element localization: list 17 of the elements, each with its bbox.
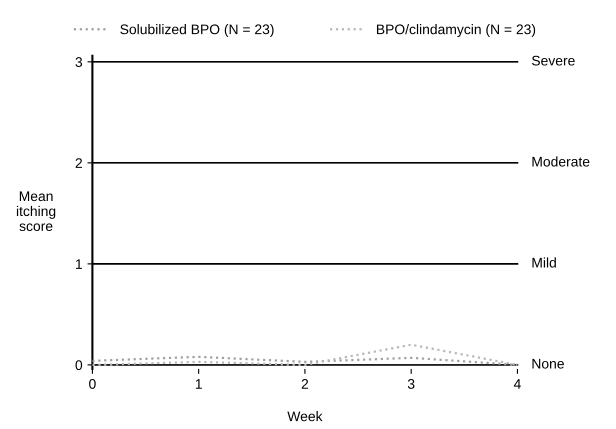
ref-line-label: Mild — [532, 257, 556, 268]
x-tick-label: 4 — [514, 379, 521, 389]
x-axis-title: Week — [287, 411, 323, 422]
ref-line-label: None — [532, 358, 564, 369]
x-tick-label: 3 — [408, 379, 414, 389]
y-tick-label: 3 — [75, 57, 82, 67]
y-tick-label: 0 — [75, 360, 82, 370]
x-tick-label: 1 — [196, 379, 202, 389]
legend-label: BPO/clindamycin (N = 23) — [376, 24, 536, 38]
legend-label: Solubilized BPO (N = 23) — [120, 24, 274, 37]
x-tick-label: 2 — [302, 379, 308, 389]
ref-line-label: Moderate — [532, 156, 590, 167]
ref-line-label: Severe — [532, 56, 575, 66]
y-tick-label: 2 — [76, 158, 82, 168]
y-axis-title: Mean itching score — [16, 191, 56, 232]
x-tick-label: 0 — [89, 379, 96, 389]
y-tick-label: 1 — [76, 259, 82, 269]
